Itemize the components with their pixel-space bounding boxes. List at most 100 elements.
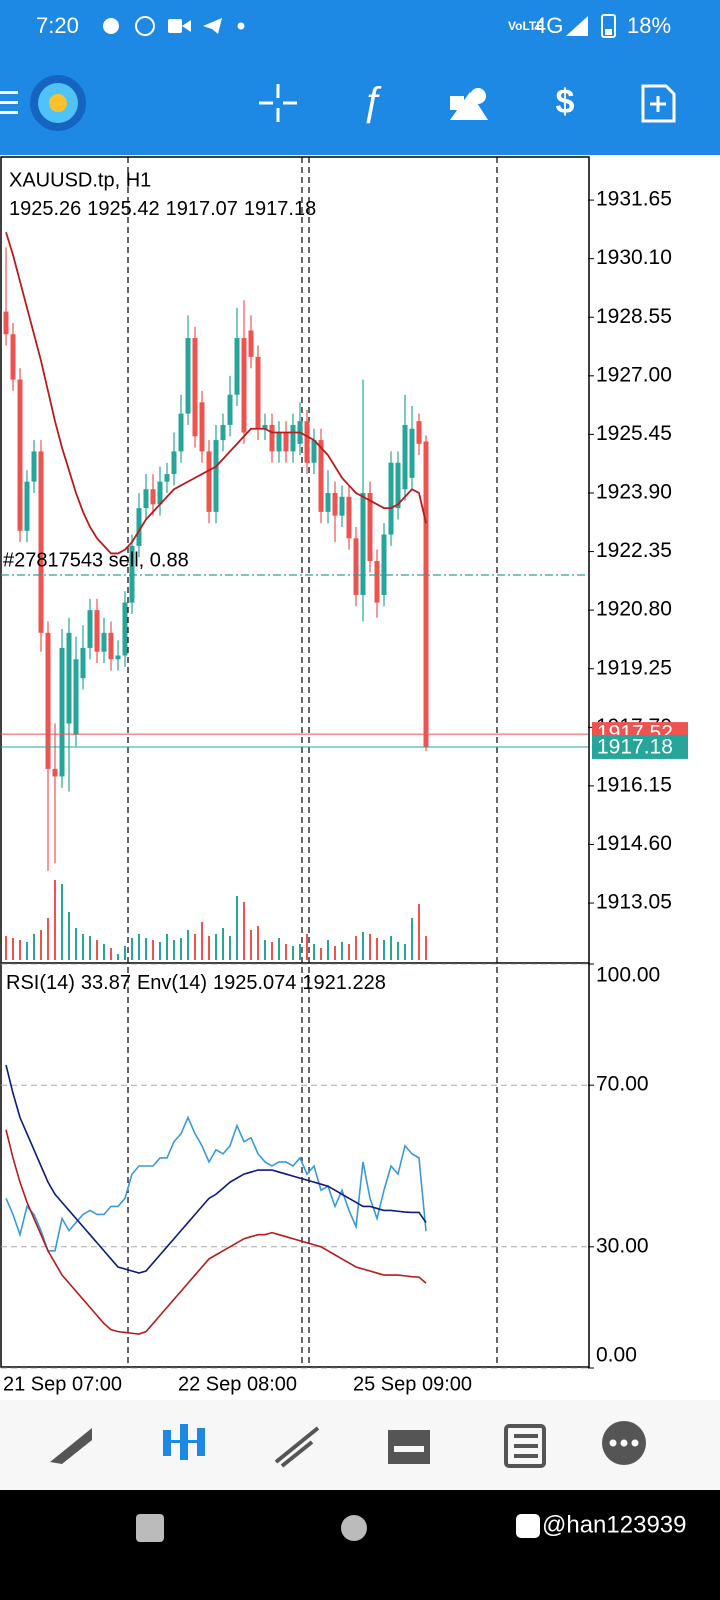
candle-body <box>332 492 338 516</box>
volume-bar <box>166 934 168 960</box>
candle-body <box>31 451 37 482</box>
volume-bar <box>159 942 161 960</box>
y-tick-label: 30.00 <box>596 1234 649 1257</box>
volume-bar <box>236 896 238 960</box>
candle-body <box>122 602 128 656</box>
volume-bar <box>180 938 182 960</box>
candle-body <box>388 462 394 535</box>
candle-body <box>318 440 324 512</box>
app-logo[interactable] <box>30 75 86 131</box>
news-tab[interactable] <box>504 1424 546 1468</box>
volume-bar <box>250 930 252 960</box>
volume-bar <box>313 944 315 960</box>
watermark: @han123939 <box>542 1511 687 1538</box>
trade-button[interactable]: $ <box>556 83 575 121</box>
volume-bar <box>173 940 175 960</box>
candle-body <box>276 432 282 452</box>
y-tick-label: 1914.60 <box>596 832 672 855</box>
candle-body <box>423 441 429 747</box>
ohlc-value: 1917.18 <box>244 198 316 220</box>
candle-body <box>150 489 156 505</box>
x-tick-label: 21 Sep 07:00 <box>3 1373 122 1395</box>
home-button[interactable] <box>341 1515 367 1541</box>
candle-body <box>353 538 359 596</box>
recents-button[interactable] <box>136 1514 164 1542</box>
env-value: 1921.228 <box>302 972 385 994</box>
x-tick-label: 25 Sep 09:00 <box>353 1373 472 1395</box>
ohlc-value: 1917.07 <box>166 198 238 220</box>
x-tick-label: 22 Sep 08:00 <box>178 1373 297 1395</box>
y-tick-label: 0.00 <box>596 1344 637 1367</box>
volume-bar <box>334 946 336 960</box>
candle-body <box>416 421 422 444</box>
menu-button[interactable] <box>0 91 18 114</box>
candle-body <box>87 610 93 648</box>
candle-body <box>241 338 247 433</box>
new-order-button[interactable] <box>641 84 676 123</box>
trade-tab[interactable] <box>274 1426 320 1468</box>
crosshair-button[interactable] <box>259 84 297 122</box>
bid-label: 1917.18 <box>597 736 673 759</box>
history-tab[interactable] <box>388 1430 430 1464</box>
candle-body <box>94 610 100 652</box>
candle-body <box>255 356 261 429</box>
candle-body <box>178 413 184 452</box>
volume-bar <box>285 944 287 960</box>
volume-bar <box>320 948 322 960</box>
candle-body <box>143 489 149 509</box>
candle-body <box>360 492 366 596</box>
candle-body <box>185 338 191 414</box>
volume-bar <box>397 942 399 960</box>
volume-bar <box>390 936 392 960</box>
status-battery: 18% <box>627 13 671 38</box>
app-header <box>0 0 720 155</box>
volume-bar <box>215 934 217 960</box>
volume-bar <box>33 934 35 960</box>
indicator-line <box>5 1115 427 1252</box>
objects-button[interactable] <box>450 88 488 120</box>
volume-bar <box>131 938 133 960</box>
volume-bar <box>82 934 84 960</box>
chat-tab[interactable] <box>602 1421 646 1465</box>
watermark-logo <box>516 1514 540 1538</box>
candle-body <box>227 394 233 425</box>
volume-bar <box>194 934 196 960</box>
indicators-button[interactable]: ƒ <box>361 80 383 126</box>
y-tick-label: 1922.35 <box>596 539 672 562</box>
candle-body <box>136 508 142 546</box>
candle-body <box>290 424 296 452</box>
volume-bar <box>222 928 224 960</box>
candle-body <box>38 451 44 633</box>
volume-bar <box>278 938 280 960</box>
volume-bar <box>299 944 301 960</box>
candle-body <box>339 496 345 516</box>
candle-body <box>248 330 254 357</box>
volume-bar <box>362 932 364 960</box>
volume-bar <box>208 936 210 960</box>
candle-body <box>269 424 275 452</box>
volume-bar <box>152 940 154 960</box>
candle-body <box>45 632 51 769</box>
candle-body <box>52 768 58 777</box>
volume-bar <box>110 948 112 960</box>
candle-body <box>206 451 212 512</box>
status-network: 4G <box>534 13 563 38</box>
volume-bar <box>117 954 119 960</box>
chart-tab[interactable] <box>163 1424 205 1460</box>
status-icons <box>103 14 616 38</box>
volume-bar <box>383 940 385 960</box>
volume-bar <box>243 902 245 960</box>
candle-body <box>234 338 240 395</box>
volume-bar <box>12 938 14 960</box>
y-tick-label: 1930.10 <box>596 246 672 269</box>
candle-body <box>346 496 352 539</box>
volume-bar <box>145 938 147 960</box>
quotes-tab[interactable] <box>50 1428 92 1464</box>
chart-frame <box>0 156 590 1368</box>
volume-bar <box>264 940 266 960</box>
indicator-line <box>5 1064 427 1274</box>
volume-bar <box>61 884 63 960</box>
volume-bar <box>404 944 406 960</box>
volume-bar <box>68 912 70 960</box>
